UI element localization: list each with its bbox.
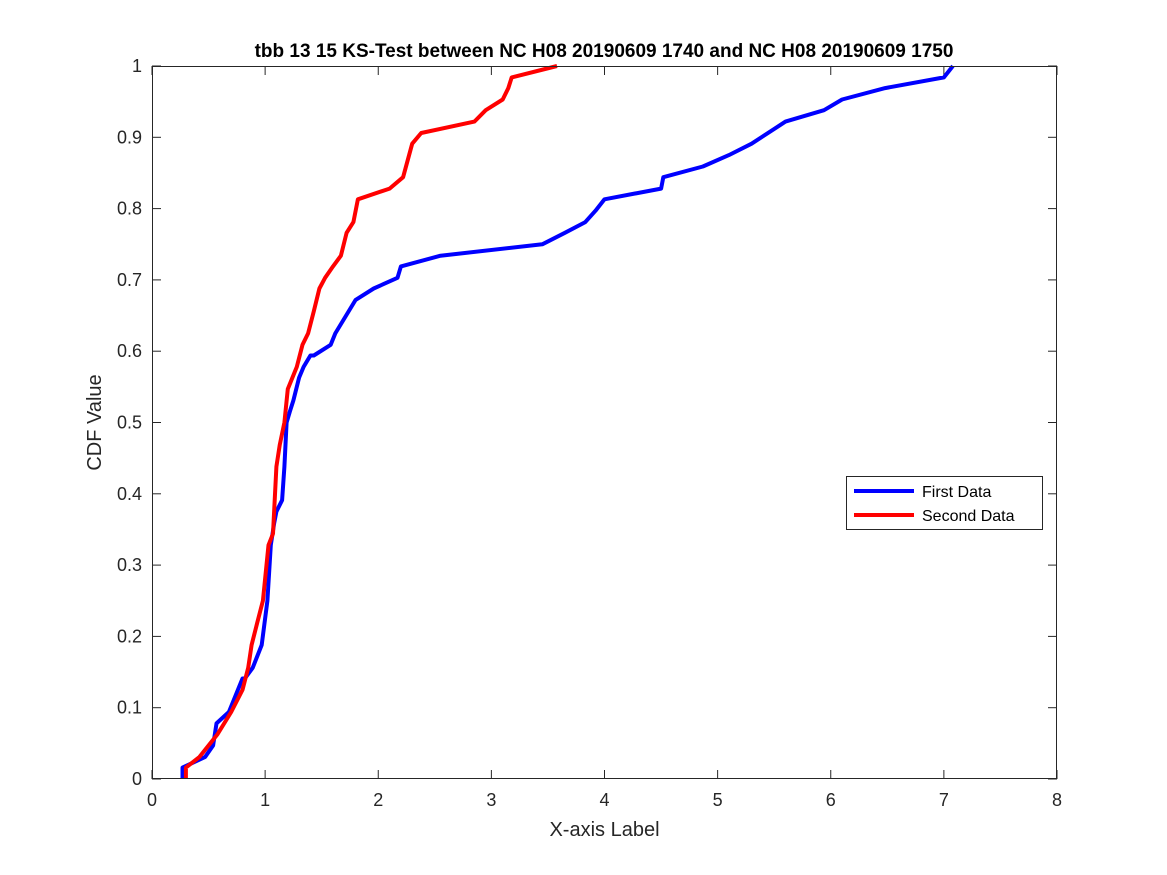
x-tick-label: 1 — [260, 790, 270, 810]
series-line-first-data — [180, 64, 955, 779]
plot-area — [152, 66, 1057, 779]
series-line-second-data — [183, 64, 558, 779]
y-tick-label: 0.2 — [117, 626, 142, 646]
legend-box — [846, 476, 1043, 530]
x-tick-label: 7 — [939, 790, 949, 810]
y-axis-label: CDF Value — [84, 374, 106, 470]
y-tick-label: 1 — [132, 56, 142, 76]
x-tick-label: 8 — [1052, 790, 1062, 810]
x-tick-label: 0 — [147, 790, 157, 810]
x-tick-label: 4 — [599, 790, 609, 810]
x-tick-label: 5 — [713, 790, 723, 810]
y-tick-label: 0.7 — [117, 270, 142, 290]
legend-label-second-data: Second Data — [922, 508, 1015, 525]
chart-title: tbb 13 15 KS-Test between NC H08 2019060… — [255, 41, 954, 62]
y-tick-label: 0.4 — [117, 484, 142, 504]
legend: First Data Second Data — [846, 476, 1043, 530]
tick-layer: 0 1 2 3 4 5 6 7 8 0 0.1 0.2 0.3 0.4 0.5 0.6 0.7 0.8 0.9 1 — [117, 56, 1062, 810]
y-tick-label: 0.1 — [117, 698, 142, 718]
series-layer — [180, 64, 955, 779]
y-tick-label: 0.5 — [117, 413, 142, 433]
plot-border — [152, 66, 1057, 779]
x-axis-label: X-axis Label — [549, 819, 659, 841]
x-tick-label: 6 — [826, 790, 836, 810]
y-tick-label: 0.9 — [117, 127, 142, 147]
x-tick-label: 2 — [373, 790, 383, 810]
legend-label-first-data: First Data — [922, 484, 991, 501]
y-tick-label: 0.8 — [117, 199, 142, 219]
y-tick-label: 0 — [132, 769, 142, 789]
y-tick-label: 0.3 — [117, 555, 142, 575]
y-tick-label: 0.6 — [117, 341, 142, 361]
x-tick-label: 3 — [486, 790, 496, 810]
